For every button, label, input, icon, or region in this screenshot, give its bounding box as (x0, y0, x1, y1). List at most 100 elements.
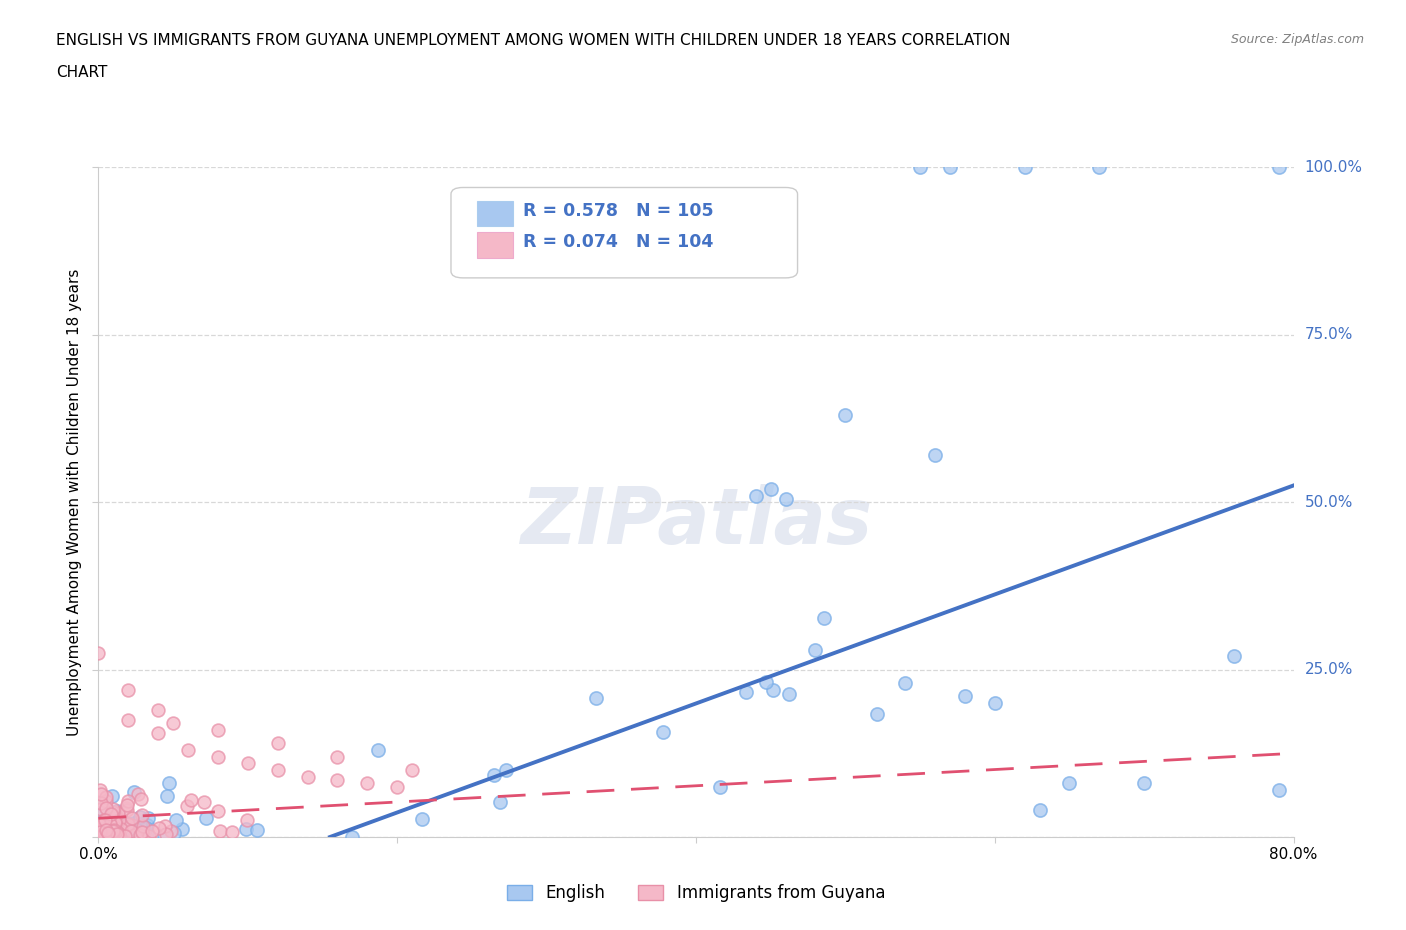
Point (100, 827, 122, 842)
Point (107, 827, 129, 842)
Point (236, 813, 259, 828)
Point (94, 793, 117, 808)
Point (108, 821, 131, 836)
Point (385, 779, 409, 794)
Point (103, 826, 125, 841)
Point (1028, 803, 1050, 817)
Point (89, 824, 111, 839)
Point (236, 756, 259, 771)
Point (112, 828, 135, 843)
Point (132, 825, 155, 840)
Point (356, 776, 378, 790)
Point (114, 801, 136, 816)
Point (101, 789, 124, 804)
Point (89, 821, 111, 836)
Point (115, 825, 138, 840)
Point (100, 825, 122, 840)
Point (93, 824, 115, 839)
Point (148, 702, 170, 717)
Point (94, 819, 117, 834)
Point (135, 820, 157, 835)
Point (153, 827, 176, 842)
Point (103, 804, 125, 819)
Point (759, 482, 782, 497)
Point (129, 809, 152, 824)
Point (87, 822, 110, 837)
Point (101, 828, 124, 843)
Point (136, 817, 159, 832)
Point (1223, 649, 1246, 664)
Point (170, 821, 193, 836)
Point (124, 826, 146, 841)
Point (141, 824, 163, 839)
Point (117, 817, 139, 831)
Point (983, 696, 1005, 711)
Point (176, 798, 198, 813)
Point (104, 817, 127, 831)
Point (89, 830, 111, 844)
Point (131, 807, 153, 822)
Point (1088, 160, 1111, 175)
Point (866, 707, 889, 722)
Text: ZIPatlas: ZIPatlas (520, 485, 872, 560)
Point (157, 776, 180, 790)
Point (127, 787, 149, 802)
Point (100, 830, 122, 844)
Point (155, 818, 177, 833)
Point (120, 824, 142, 839)
Point (117, 712, 139, 727)
Point (131, 824, 153, 839)
FancyBboxPatch shape (451, 188, 797, 278)
Point (105, 827, 128, 842)
Point (908, 160, 931, 175)
Bar (477, 201, 513, 226)
Point (108, 818, 131, 833)
Point (91, 806, 114, 821)
Point (94, 830, 117, 844)
Point (124, 820, 146, 835)
Point (129, 828, 152, 843)
Point (155, 826, 177, 841)
Point (125, 817, 148, 832)
Point (129, 791, 152, 806)
Point (122, 826, 145, 841)
Point (804, 642, 827, 657)
Point (97, 826, 120, 841)
Point (101, 817, 124, 832)
Point (162, 826, 184, 841)
Point (93, 827, 115, 842)
Text: CHART: CHART (56, 65, 108, 80)
Point (489, 794, 512, 809)
Point (101, 817, 124, 832)
Point (120, 828, 142, 843)
Point (148, 820, 170, 835)
Point (89, 828, 111, 843)
Point (108, 811, 131, 826)
Point (90, 825, 112, 840)
Point (96, 825, 118, 840)
Point (775, 491, 797, 506)
Text: 100.0%: 100.0% (1305, 160, 1362, 175)
Point (326, 773, 349, 788)
Point (94, 790, 117, 804)
Point (105, 830, 128, 844)
Point (108, 826, 131, 841)
Point (267, 763, 290, 777)
Text: R = 0.578   N = 105: R = 0.578 N = 105 (523, 202, 713, 219)
Point (401, 763, 423, 777)
Point (93, 826, 115, 841)
Point (97, 830, 120, 844)
Point (87, 817, 110, 831)
Point (1133, 776, 1156, 790)
Point (124, 825, 146, 840)
Point (207, 750, 229, 764)
Point (97, 825, 120, 840)
Point (87, 645, 110, 660)
Text: R = 0.074   N = 104: R = 0.074 N = 104 (523, 233, 713, 251)
Point (221, 824, 243, 839)
Point (94, 825, 117, 840)
Point (94, 822, 117, 837)
Point (117, 683, 139, 698)
Point (104, 815, 127, 830)
Point (755, 674, 778, 689)
